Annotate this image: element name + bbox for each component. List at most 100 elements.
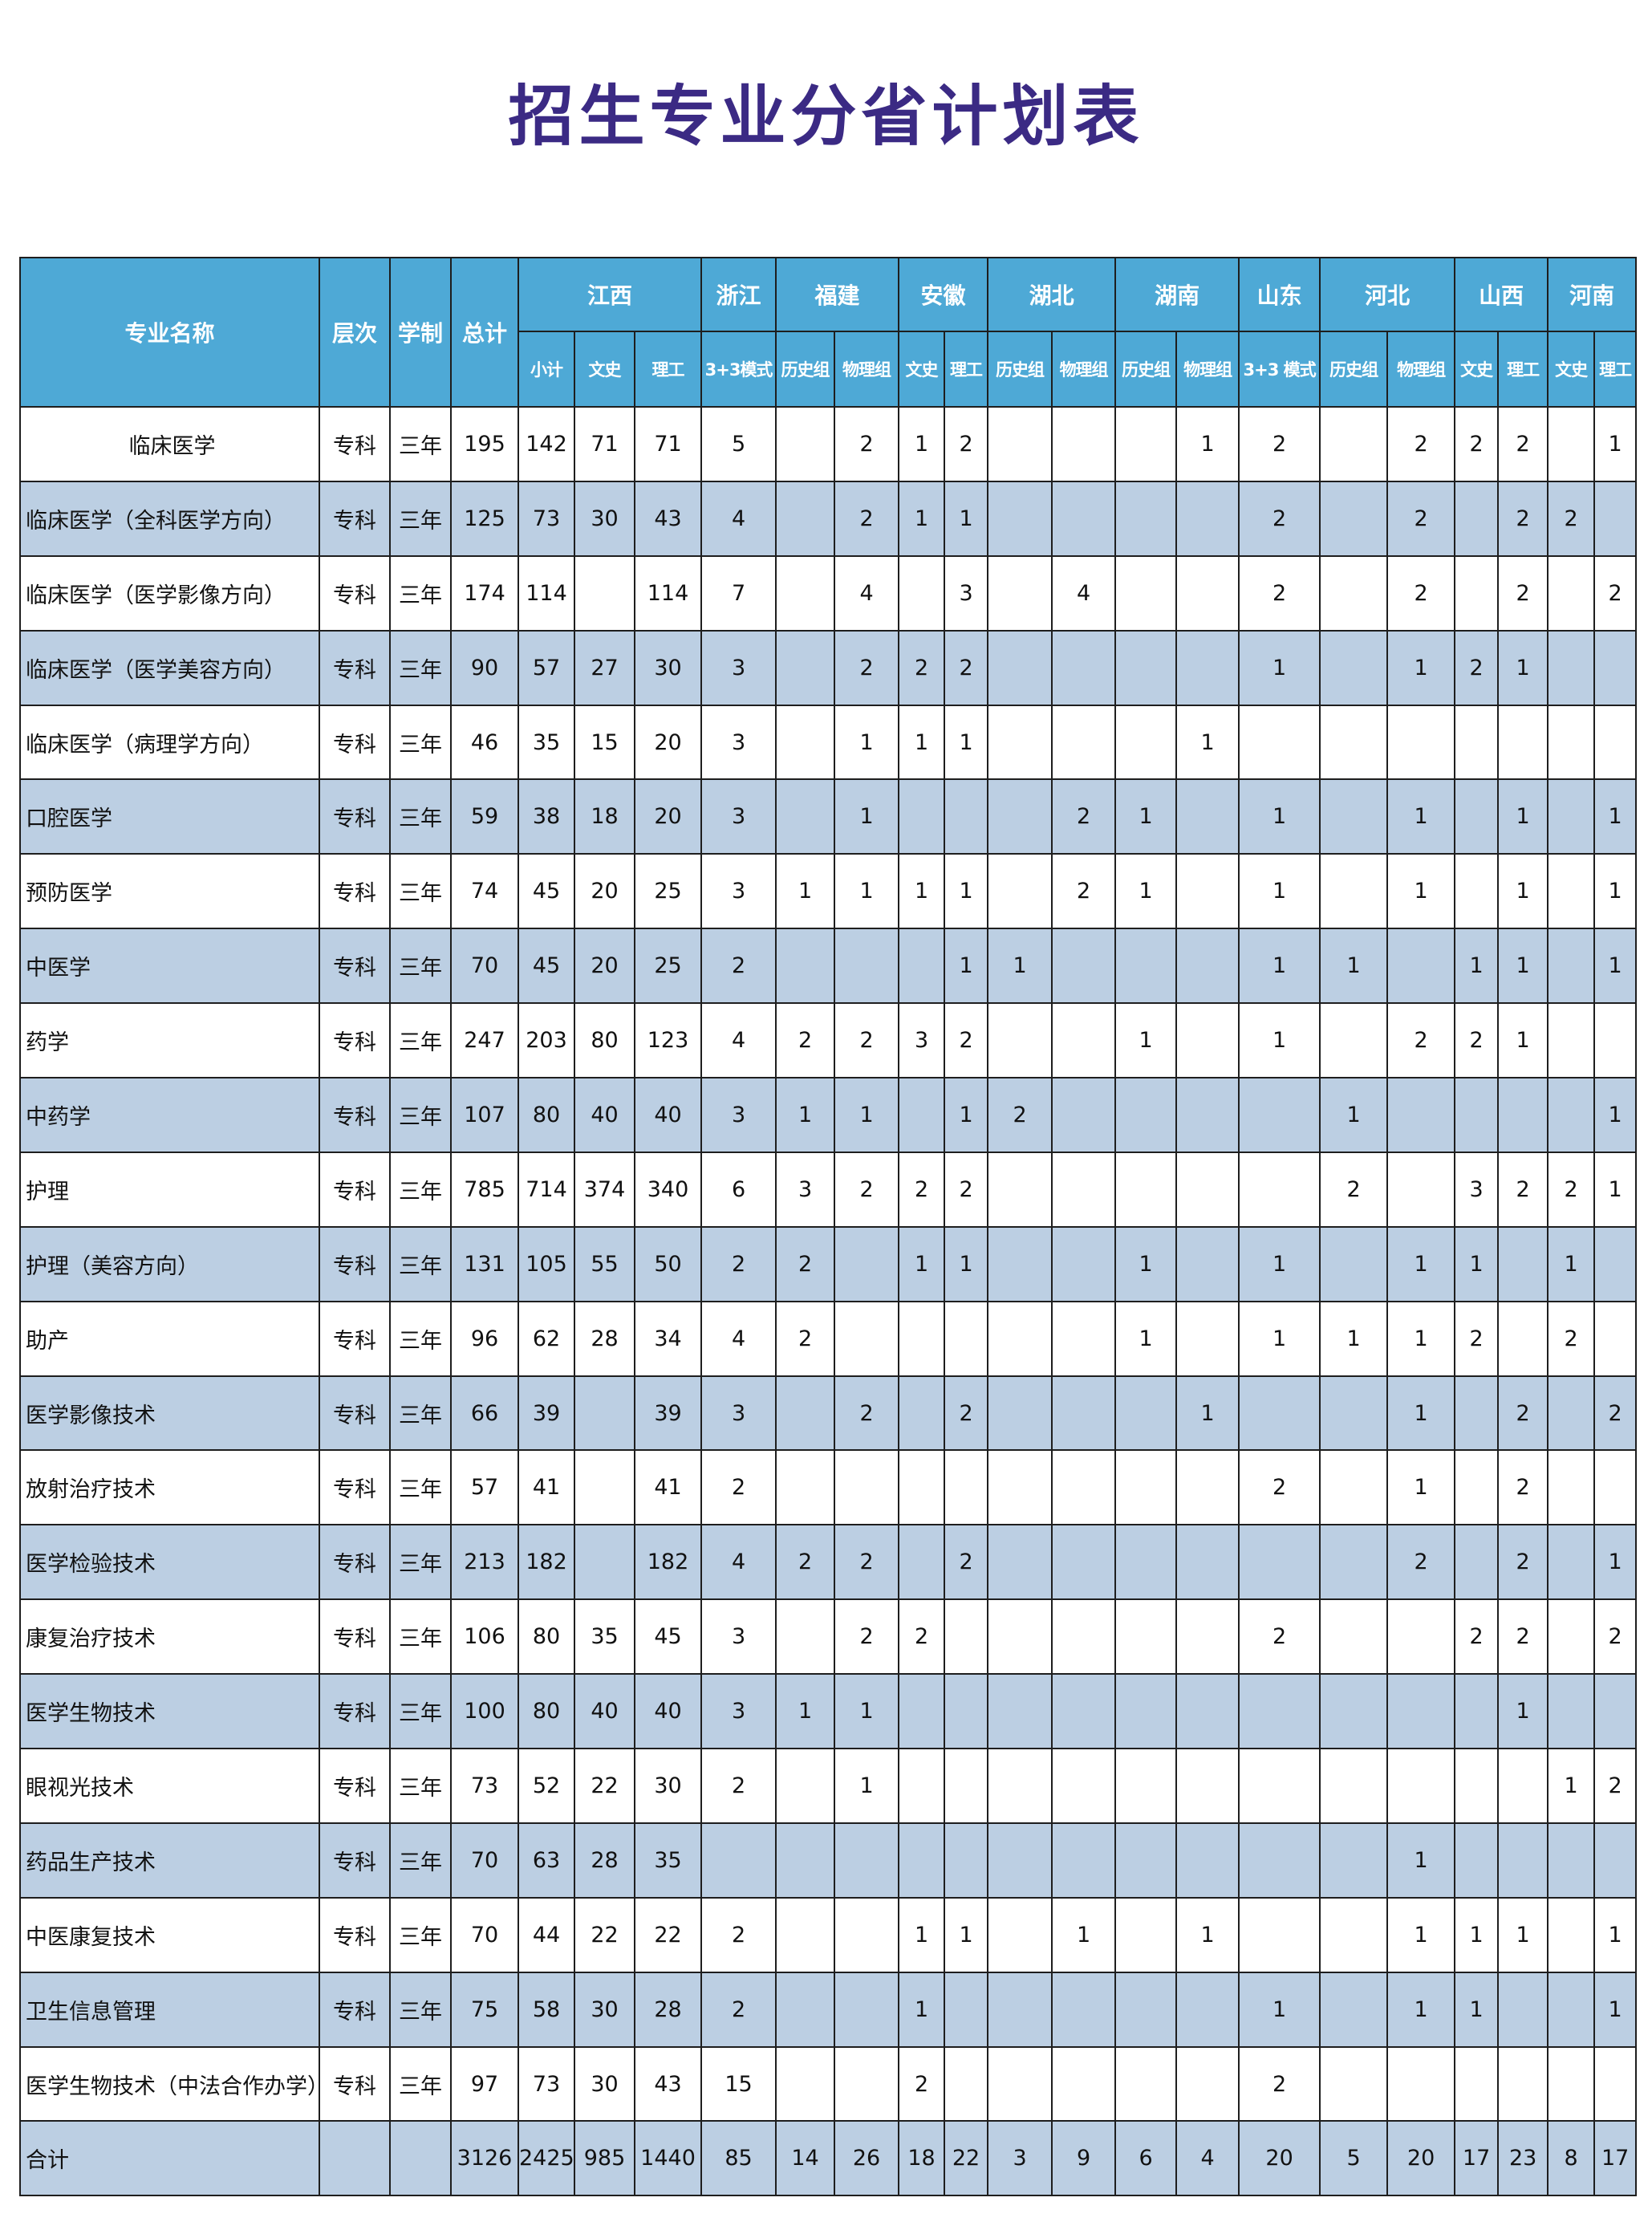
total-cell: 213 xyxy=(450,1524,519,1601)
table-row: 护理（美容方向） 专科 三年 131 105 55 50 2 2 1 1 1 1 1 1 1 xyxy=(19,1225,1638,1302)
quota-cell: 1 xyxy=(834,778,900,855)
quota-cell: 1 xyxy=(1454,928,1500,1005)
header-subcategory: 理工 xyxy=(1497,331,1549,408)
quota-cell: 2 xyxy=(775,1002,836,1079)
quota-cell xyxy=(898,1449,946,1526)
quota-cell: 40 xyxy=(633,1673,703,1750)
quota-cell: 3 xyxy=(700,778,777,855)
quota-cell: 2 xyxy=(1454,629,1500,706)
quota-cell: 2 xyxy=(700,1225,777,1302)
quota-cell xyxy=(1114,1598,1178,1676)
quota-cell xyxy=(1051,1822,1117,1899)
quota-cell: 2 xyxy=(944,629,989,706)
quota-cell xyxy=(898,1375,946,1452)
quota-cell: 1 xyxy=(1386,1300,1456,1377)
major-name-cell: 合计 xyxy=(19,2120,320,2197)
quota-cell: 2 xyxy=(944,1002,989,1079)
quota-cell xyxy=(1114,928,1178,1005)
quota-cell: 3 xyxy=(775,1151,836,1228)
quota-cell: 1 xyxy=(834,853,900,930)
quota-cell: 27 xyxy=(574,629,635,706)
quota-cell: 2 xyxy=(775,1225,836,1302)
quota-cell xyxy=(1593,2045,1638,2122)
quota-cell xyxy=(1114,1971,1178,2048)
quota-cell xyxy=(987,1598,1053,1676)
table-row: 助产 专科 三年 96 62 28 34 4 2 1 1 1 1 2 2 xyxy=(19,1300,1638,1377)
quota-cell: 2 xyxy=(834,1598,900,1676)
quota-cell: 52 xyxy=(518,1748,575,1824)
quota-cell xyxy=(944,2045,989,2122)
quota-cell: 1 xyxy=(944,928,989,1005)
quota-cell: 35 xyxy=(574,1598,635,1676)
quota-cell xyxy=(1114,1151,1178,1228)
major-name-cell: 医学生物技术 xyxy=(19,1673,320,1750)
quota-cell: 2 xyxy=(898,1598,946,1676)
duration-cell: 三年 xyxy=(389,778,452,855)
quota-cell: 2 xyxy=(1497,1524,1549,1601)
level-cell: 专科 xyxy=(319,853,391,930)
quota-cell: 1 xyxy=(1238,629,1321,706)
quota-cell: 9 xyxy=(1051,2120,1117,2197)
quota-cell: 1 xyxy=(1593,853,1638,930)
major-name-cell: 临床医学（医学影像方向） xyxy=(19,554,320,632)
quota-cell xyxy=(1238,1748,1321,1824)
quota-cell xyxy=(1175,480,1240,557)
quota-cell: 3 xyxy=(700,1598,777,1676)
quota-cell: 1 xyxy=(1454,1896,1500,1973)
level-cell: 专科 xyxy=(319,704,391,781)
major-name-cell: 临床医学（医学美容方向） xyxy=(19,629,320,706)
quota-cell: 30 xyxy=(574,1971,635,2048)
quota-cell: 714 xyxy=(518,1151,575,1228)
quota-cell: 1 xyxy=(1593,1971,1638,2048)
quota-cell: 2 xyxy=(834,406,900,482)
quota-cell xyxy=(1051,1598,1117,1676)
quota-cell: 2 xyxy=(700,1449,777,1526)
quota-cell: 4 xyxy=(700,1002,777,1079)
quota-cell xyxy=(1051,1375,1117,1452)
quota-cell: 1 xyxy=(1593,778,1638,855)
quota-cell: 1 xyxy=(1175,1375,1240,1452)
quota-cell xyxy=(1114,1077,1178,1153)
quota-cell: 20 xyxy=(1386,2120,1456,2197)
major-name-cell: 临床医学（病理学方向） xyxy=(19,704,320,781)
quota-cell: 1 xyxy=(1547,1225,1596,1302)
quota-cell xyxy=(1593,1673,1638,1750)
quota-cell: 40 xyxy=(574,1673,635,1750)
table-row: 卫生信息管理 专科 三年 75 58 30 28 2 1 1 1 1 1 xyxy=(19,1971,1638,2048)
quota-cell: 63 xyxy=(518,1822,575,1899)
quota-cell xyxy=(1319,2045,1389,2122)
quota-cell xyxy=(1454,1524,1500,1601)
quota-cell: 2 xyxy=(898,629,946,706)
quota-cell: 2 xyxy=(898,1151,946,1228)
quota-cell: 1 xyxy=(898,406,946,482)
quota-cell xyxy=(775,704,836,781)
header-subcategory: 历史组 xyxy=(987,331,1053,408)
header-province: 山西 xyxy=(1454,257,1549,332)
quota-cell: 1 xyxy=(1051,1896,1117,1973)
quota-cell: 2 xyxy=(1497,1598,1549,1676)
quota-cell xyxy=(898,1077,946,1153)
table-row: 中医学 专科 三年 70 45 20 25 2 1 1 1 1 1 1 1 xyxy=(19,928,1638,1005)
quota-cell: 2 xyxy=(1593,1748,1638,1824)
quota-cell: 1 xyxy=(1386,1449,1456,1526)
header-province: 山东 xyxy=(1238,257,1321,332)
quota-cell: 2 xyxy=(700,1896,777,1973)
quota-cell xyxy=(1319,1896,1389,1973)
major-name-cell: 医学生物技术（中法合作办学） xyxy=(19,2045,329,2122)
table-row: 医学生物技术 专科 三年 100 80 40 40 3 1 1 1 xyxy=(19,1673,1638,1750)
quota-cell: 50 xyxy=(633,1225,703,1302)
quota-cell xyxy=(1051,480,1117,557)
quota-cell: 1 xyxy=(898,1971,946,2048)
quota-cell: 28 xyxy=(574,1300,635,1377)
quota-cell: 3 xyxy=(898,1002,946,1079)
quota-cell xyxy=(1175,1971,1240,2048)
quota-cell: 80 xyxy=(518,1598,575,1676)
quota-cell: 2 xyxy=(1497,1449,1549,1526)
quota-cell xyxy=(1547,704,1596,781)
quota-cell xyxy=(834,2045,900,2122)
quota-cell xyxy=(1051,1748,1117,1824)
quota-cell: 182 xyxy=(518,1524,575,1601)
quota-cell xyxy=(1319,1748,1389,1824)
quota-cell xyxy=(987,1822,1053,1899)
major-name-cell: 眼视光技术 xyxy=(19,1748,320,1824)
